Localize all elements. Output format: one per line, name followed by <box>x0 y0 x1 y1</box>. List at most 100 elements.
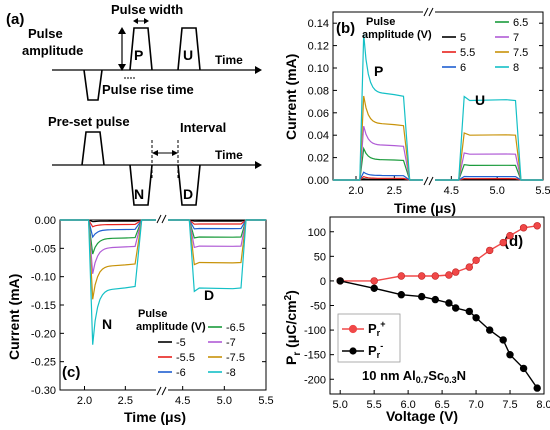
panel-b-label-u: U <box>475 92 485 108</box>
panel-b-chart: 0.00 0.02 0.04 0.06 0.08 0.10 0.12 0.14 2.0 2.5 4… <box>283 6 550 216</box>
panel-c-ylabel: Current (mA) <box>6 274 22 360</box>
d-point-pr-minus <box>418 292 426 301</box>
d-point-pr-plus <box>472 256 480 264</box>
b-ytick-label: 0.08 <box>308 85 329 97</box>
panel-label-b: (b) <box>336 20 355 37</box>
d-point-pr-minus <box>445 299 453 307</box>
d-point-pr-plus <box>418 272 426 280</box>
panel-c-label-d: D <box>204 287 214 303</box>
panel-label-c: (c) <box>62 364 80 381</box>
b-series-7.5-left <box>333 95 425 181</box>
b-series-6-left <box>333 171 425 181</box>
panel-c-legend-title-1: Pulse <box>138 308 167 320</box>
legend-pr-minus-label: Pr- <box>368 341 383 360</box>
panel-c-xlabel: Time (μs) <box>124 409 186 425</box>
b-legend-label-6.5: 6.5 <box>513 17 528 29</box>
d-point-pr-plus <box>397 272 405 280</box>
d-xtick-label: 6.0 <box>400 399 415 411</box>
c-series--7.5-right <box>166 219 266 266</box>
b-ytick-label: 0.12 <box>308 41 329 53</box>
label-interval: Interval <box>180 120 226 135</box>
b-series-7-left <box>333 126 425 181</box>
legend-pr-minus-marker <box>349 347 357 355</box>
panel-c-legend: -5 -5.5 -6 -6.5 -7 -7.5 -8 <box>158 322 245 379</box>
d-ytick-label: -100 <box>304 325 326 337</box>
c-legend-label--7: -7 <box>226 337 236 349</box>
d-point-pr-minus <box>486 326 494 334</box>
b-ytick-label: 0.04 <box>308 130 329 142</box>
u-pulse <box>177 27 201 71</box>
d-xtick-label: 7.5 <box>502 399 517 411</box>
panel-b-series <box>333 34 543 181</box>
b-xtick-label: 5.5 <box>535 185 550 197</box>
panel-d-xlabel: Voltage (V) <box>386 408 458 424</box>
panel-b-legend-title-2: amplitude (V) <box>362 29 432 41</box>
c-ytick-label: 0.00 <box>35 215 56 227</box>
label-d: D <box>183 186 193 202</box>
label-preset-pulse: Pre-set pulse <box>48 114 130 129</box>
label-u: U <box>183 47 193 63</box>
panel-c-chart: 0.00-0.05-0.10-0.15-0.20-0.25-0.30 2.0 2.… <box>6 214 274 425</box>
panel-d-y-ticks: 100 50 0 -50 -100 -150 -200 <box>304 227 334 386</box>
amplitude-arrow-down <box>118 64 126 71</box>
b-ytick-label: 0.02 <box>308 153 329 165</box>
b-legend-label-5.5: 5.5 <box>460 47 475 59</box>
n-pulse <box>129 164 153 206</box>
amplitude-arrow-up <box>118 27 126 34</box>
panel-label-a: (a) <box>6 11 24 28</box>
d-point-pr-plus <box>533 222 541 230</box>
c-xtick-label: 2.5 <box>118 395 133 407</box>
panel-d-x-ticks: 5.0 5.5 6.0 6.5 7.0 7.5 8.0 <box>333 390 550 411</box>
pulse-diagram: Pulse width Pulse amplitude Time P U Pul… <box>22 2 262 206</box>
label-pulse-amplitude-1: Pulse <box>28 26 63 41</box>
d-point-pr-minus <box>370 284 378 292</box>
width-arrow-left <box>133 18 138 24</box>
preset-negative-pulse <box>83 69 103 101</box>
width-arrow-right <box>144 18 149 24</box>
d-xtick-label: 6.5 <box>434 399 449 411</box>
c-series--7.5-left <box>60 219 158 300</box>
label-pulse-rise-time: Pulse rise time <box>102 82 194 97</box>
d-xtick-label: 7.0 <box>468 399 483 411</box>
c-xtick-label: 2.0 <box>77 395 92 407</box>
d-ytick-label: -150 <box>304 350 326 362</box>
d-point-pr-minus <box>472 314 480 322</box>
c-legend-label--7.5: -7.5 <box>226 352 245 364</box>
legend-pr-plus-marker <box>348 324 358 334</box>
preset-positive-pulse <box>81 131 105 166</box>
c-legend-label--8: -8 <box>226 367 236 379</box>
d-point-pr-minus <box>397 291 405 299</box>
d-ytick-label: 100 <box>308 227 326 239</box>
panel-d-annotation: 10 nm Al0.7Sc0.3N <box>362 368 466 385</box>
panel-b-label-p: P <box>374 63 383 79</box>
panel-d-chart: 100 50 0 -50 -100 -150 -200 5.0 5.5 6.0 6.5 7.0 7.5… <box>283 216 550 424</box>
c-ytick-label: -0.20 <box>31 328 56 340</box>
c-series--5.5-left <box>60 219 158 228</box>
c-legend-label--5.5: -5.5 <box>176 352 195 364</box>
d-point-pr-minus <box>506 351 514 359</box>
p-pulse <box>129 27 153 71</box>
panel-b-x-ticks: 2.0 2.5 4.5 5.0 5.5 <box>348 176 550 197</box>
panel-d-ylabel-text: Pr (μC/cm2) <box>283 290 303 365</box>
c-series--8-right <box>166 219 266 293</box>
c-series--5-left <box>60 219 158 223</box>
panel-b-legend: 5 5.5 6 6.5 7 7.5 8 <box>442 17 528 74</box>
b-legend-label-7.5: 7.5 <box>513 47 528 59</box>
d-point-pr-minus <box>519 364 528 373</box>
label-time-top: Time <box>215 53 243 67</box>
d-point-pr-plus <box>431 272 439 280</box>
d-point-pr-plus <box>486 246 494 255</box>
label-pulse-width: Pulse width <box>111 2 183 17</box>
c-ytick-label: -0.05 <box>31 243 56 255</box>
label-time-bottom: Time <box>215 148 243 162</box>
b-ytick-label: 0.14 <box>308 18 329 30</box>
b-series-7.5-right <box>433 132 543 181</box>
d-pulse <box>177 164 201 206</box>
d-point-pr-plus <box>465 263 473 271</box>
interval-arrow-left <box>152 150 158 156</box>
d-xtick-label: 5.5 <box>367 399 382 411</box>
b-xtick-label: 2.5 <box>387 185 402 197</box>
d-point-pr-minus <box>465 307 473 316</box>
c-xtick-label: 4.5 <box>175 395 190 407</box>
c-series--6.5-left <box>60 219 158 255</box>
